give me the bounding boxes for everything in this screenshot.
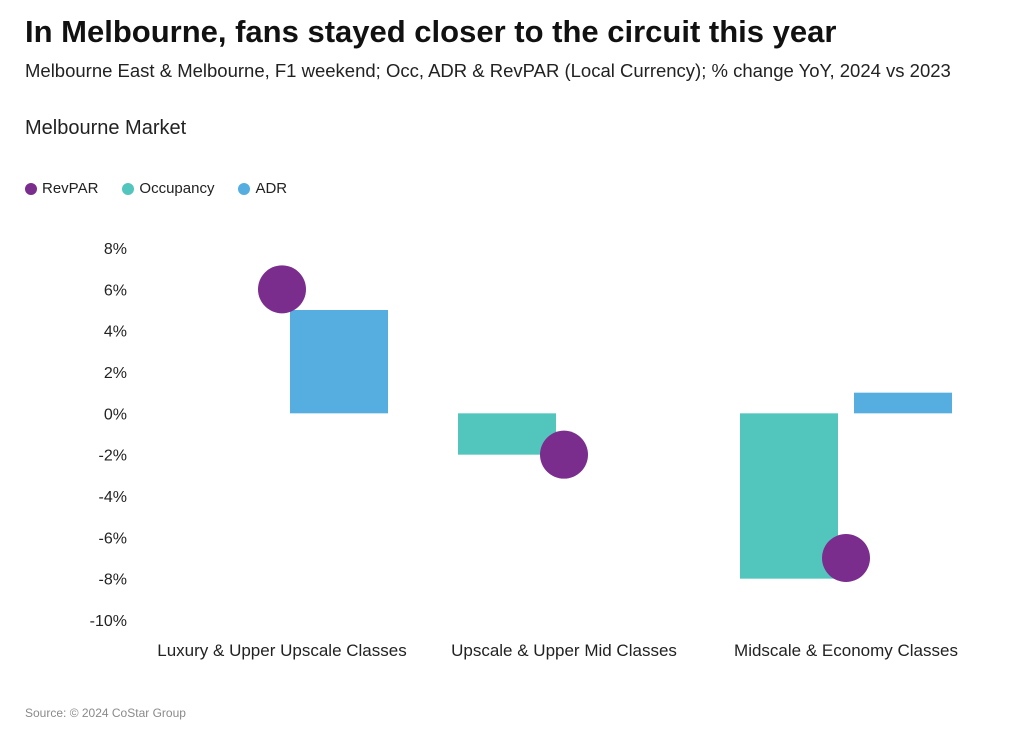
y-tick-label: 0%: [104, 406, 127, 423]
bar-occupancy: [740, 413, 838, 579]
y-tick-label: 6%: [104, 282, 127, 299]
chart-subtitle: Melbourne East & Melbourne, F1 weekend; …: [25, 60, 951, 81]
y-tick-label: -4%: [99, 489, 127, 506]
legend-label-occupancy: Occupancy: [139, 180, 215, 197]
bar-adr: [290, 310, 388, 414]
legend-label-adr: ADR: [255, 180, 288, 197]
chart-marks: [258, 265, 952, 582]
dot-revpar: [258, 265, 306, 314]
y-tick-label: -2%: [99, 448, 127, 465]
source-note: Source: © 2024 CoStar Group: [25, 706, 186, 720]
dot-revpar: [822, 534, 870, 582]
y-tick-label: 2%: [104, 365, 127, 382]
x-axis: Luxury & Upper Upscale Classes Upscale & …: [157, 641, 958, 660]
legend-label-revpar: RevPAR: [42, 180, 99, 197]
y-tick-label: -10%: [90, 613, 127, 630]
legend-swatch-occupancy: [122, 182, 135, 195]
y-tick-label: 8%: [104, 241, 127, 258]
legend-swatch-adr: [238, 182, 251, 195]
legend-item-revpar: RevPAR: [25, 180, 98, 197]
y-tick-label: 4%: [104, 324, 127, 341]
x-tick-label: Luxury & Upper Upscale Classes: [157, 641, 406, 660]
legend-swatch-revpar: [25, 182, 37, 195]
legend: RevPAR Occupancy ADR: [25, 180, 311, 197]
chart-title: In Melbourne, fans stayed closer to the …: [25, 14, 837, 49]
y-tick-label: -8%: [99, 572, 127, 589]
y-axis: 8% 6% 4% 2% 0% -2% -4% -6% -8% -10%: [90, 241, 127, 630]
x-tick-label: Upscale & Upper Mid Classes: [451, 641, 677, 660]
dot-revpar: [540, 430, 588, 479]
x-tick-label: Midscale & Economy Classes: [734, 641, 958, 660]
legend-item-adr: ADR: [238, 180, 287, 197]
bar-occupancy: [458, 413, 556, 455]
section-label: Melbourne Market: [25, 117, 187, 139]
bar-adr: [854, 392, 952, 414]
y-tick-label: -6%: [99, 530, 127, 547]
legend-item-occupancy: Occupancy: [122, 180, 214, 197]
